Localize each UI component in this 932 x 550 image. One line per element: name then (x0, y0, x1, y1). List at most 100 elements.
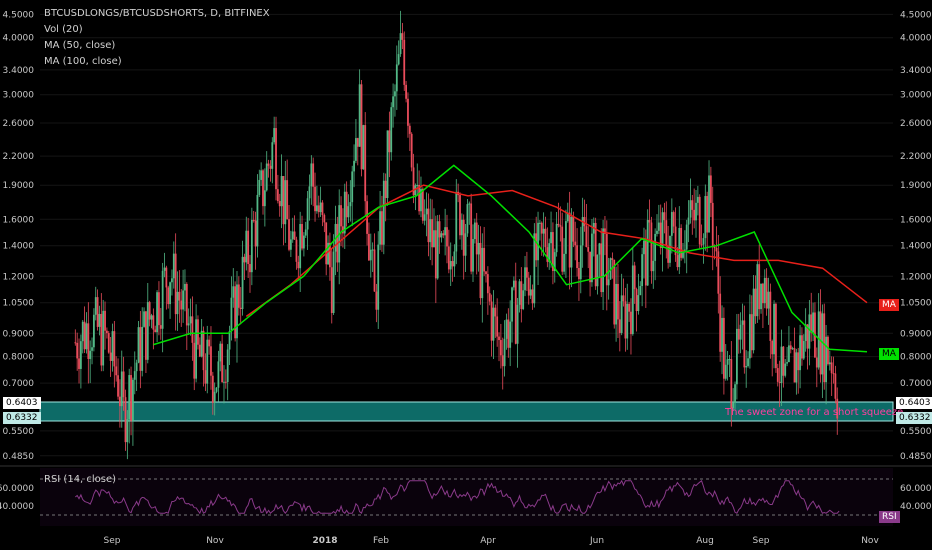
candle-body (241, 256, 244, 309)
candle-body (395, 64, 398, 92)
candle-body (793, 348, 796, 383)
candle-body (470, 203, 473, 272)
legend-vol: Vol (20) (44, 24, 83, 35)
candle-body (278, 201, 281, 207)
candle-body (527, 277, 530, 296)
candle-body (566, 212, 569, 222)
candle-body (758, 264, 761, 310)
candle-body (100, 313, 103, 366)
candle-body (685, 224, 688, 250)
candle-body (249, 264, 251, 273)
candle-body (213, 391, 216, 403)
candle-body (148, 302, 151, 320)
x-tick: Nov (861, 536, 879, 546)
y-axis-left: 4.5000 4.0000 3.4000 3.0000 2.6000 2.2000 1.90… (3, 10, 35, 461)
chart-legend: BTCUSDLONGS/BTCUSDSHORTS, D, BITFINEX Vo… (44, 6, 270, 70)
candle-body (185, 283, 188, 326)
x-tick: Apr (480, 536, 496, 546)
y-tick-right: 4.0000 (900, 34, 932, 44)
x-tick: Sep (104, 536, 121, 546)
candle-body (704, 196, 707, 239)
candle-body (459, 195, 461, 236)
candle-body (440, 233, 443, 238)
candle-body (122, 371, 125, 398)
candle-body (747, 358, 749, 367)
candle-body (516, 304, 519, 344)
candle-body (299, 224, 302, 269)
candle-body (488, 293, 491, 302)
candle-body (587, 247, 590, 252)
candle-body (654, 233, 657, 261)
candle-body (252, 219, 255, 221)
candle-body (172, 253, 175, 279)
candle-body (565, 221, 567, 254)
candle-body (605, 233, 608, 286)
x-tick: Feb (373, 536, 389, 546)
candle-body (145, 311, 147, 360)
candle-body (771, 340, 774, 355)
candle-body (410, 133, 413, 168)
candle-body (591, 233, 593, 283)
candle-body (678, 227, 681, 268)
y-tick-left: 3.0000 (3, 91, 35, 101)
candle-body (520, 281, 523, 310)
y-tick-right: 0.4850 (900, 452, 932, 462)
candle-body (479, 242, 482, 299)
candle-body (390, 107, 393, 153)
zone-top-badge-right: 0.6403 (896, 397, 932, 409)
candle-body (609, 258, 612, 280)
candle-body (156, 292, 158, 333)
candle-body (641, 254, 644, 287)
candle-body (485, 271, 487, 275)
candle-body (535, 233, 538, 261)
candle-body (682, 250, 684, 258)
y-tick-right: 0.9000 (900, 329, 932, 339)
candle-body (197, 319, 199, 345)
candle-body (111, 331, 114, 361)
candle-body (743, 320, 746, 368)
y-tick-right: 3.4000 (900, 66, 932, 76)
candle-body (293, 231, 296, 240)
candle-body (466, 204, 469, 234)
candle-body (639, 286, 642, 296)
x-axis: Sep Nov 2018 Feb Apr Jun Aug Sep Nov (104, 536, 880, 546)
candle-body (511, 287, 513, 322)
y-tick-left: 0.7000 (3, 379, 35, 389)
legend-ma50: MA (50, close) (44, 40, 116, 51)
candle-body (260, 170, 263, 180)
candle-body (371, 249, 374, 251)
candle-body (323, 215, 326, 223)
candle-body (342, 226, 344, 234)
candle-body (262, 170, 264, 207)
candle-body (468, 203, 471, 205)
candle-body (531, 289, 534, 304)
candle-body (552, 232, 554, 271)
candle-body (501, 355, 504, 367)
candle-body (522, 290, 525, 310)
candle-body (230, 297, 233, 332)
candle-body (509, 321, 512, 348)
zone-label: The sweet zone for a short squeeze (725, 407, 904, 418)
candle-body (143, 311, 145, 327)
candle-body (161, 270, 164, 329)
candle-body (297, 261, 300, 269)
candle-body (310, 163, 313, 187)
candle-body (602, 228, 604, 293)
candle-body (154, 329, 157, 333)
candle-body (256, 194, 259, 247)
candle-body (665, 220, 668, 247)
candle-body (85, 323, 88, 350)
candle-body (613, 259, 616, 325)
candle-body (202, 330, 205, 371)
candle-body (375, 291, 378, 310)
candle-body (786, 362, 788, 364)
candle-body (128, 375, 131, 420)
candle-body (492, 307, 495, 341)
candle-body (355, 138, 357, 161)
candle-body (420, 188, 422, 212)
candle-body (752, 288, 755, 351)
candle-body (819, 311, 822, 375)
candle-body (135, 362, 138, 372)
candle-body (455, 191, 458, 252)
